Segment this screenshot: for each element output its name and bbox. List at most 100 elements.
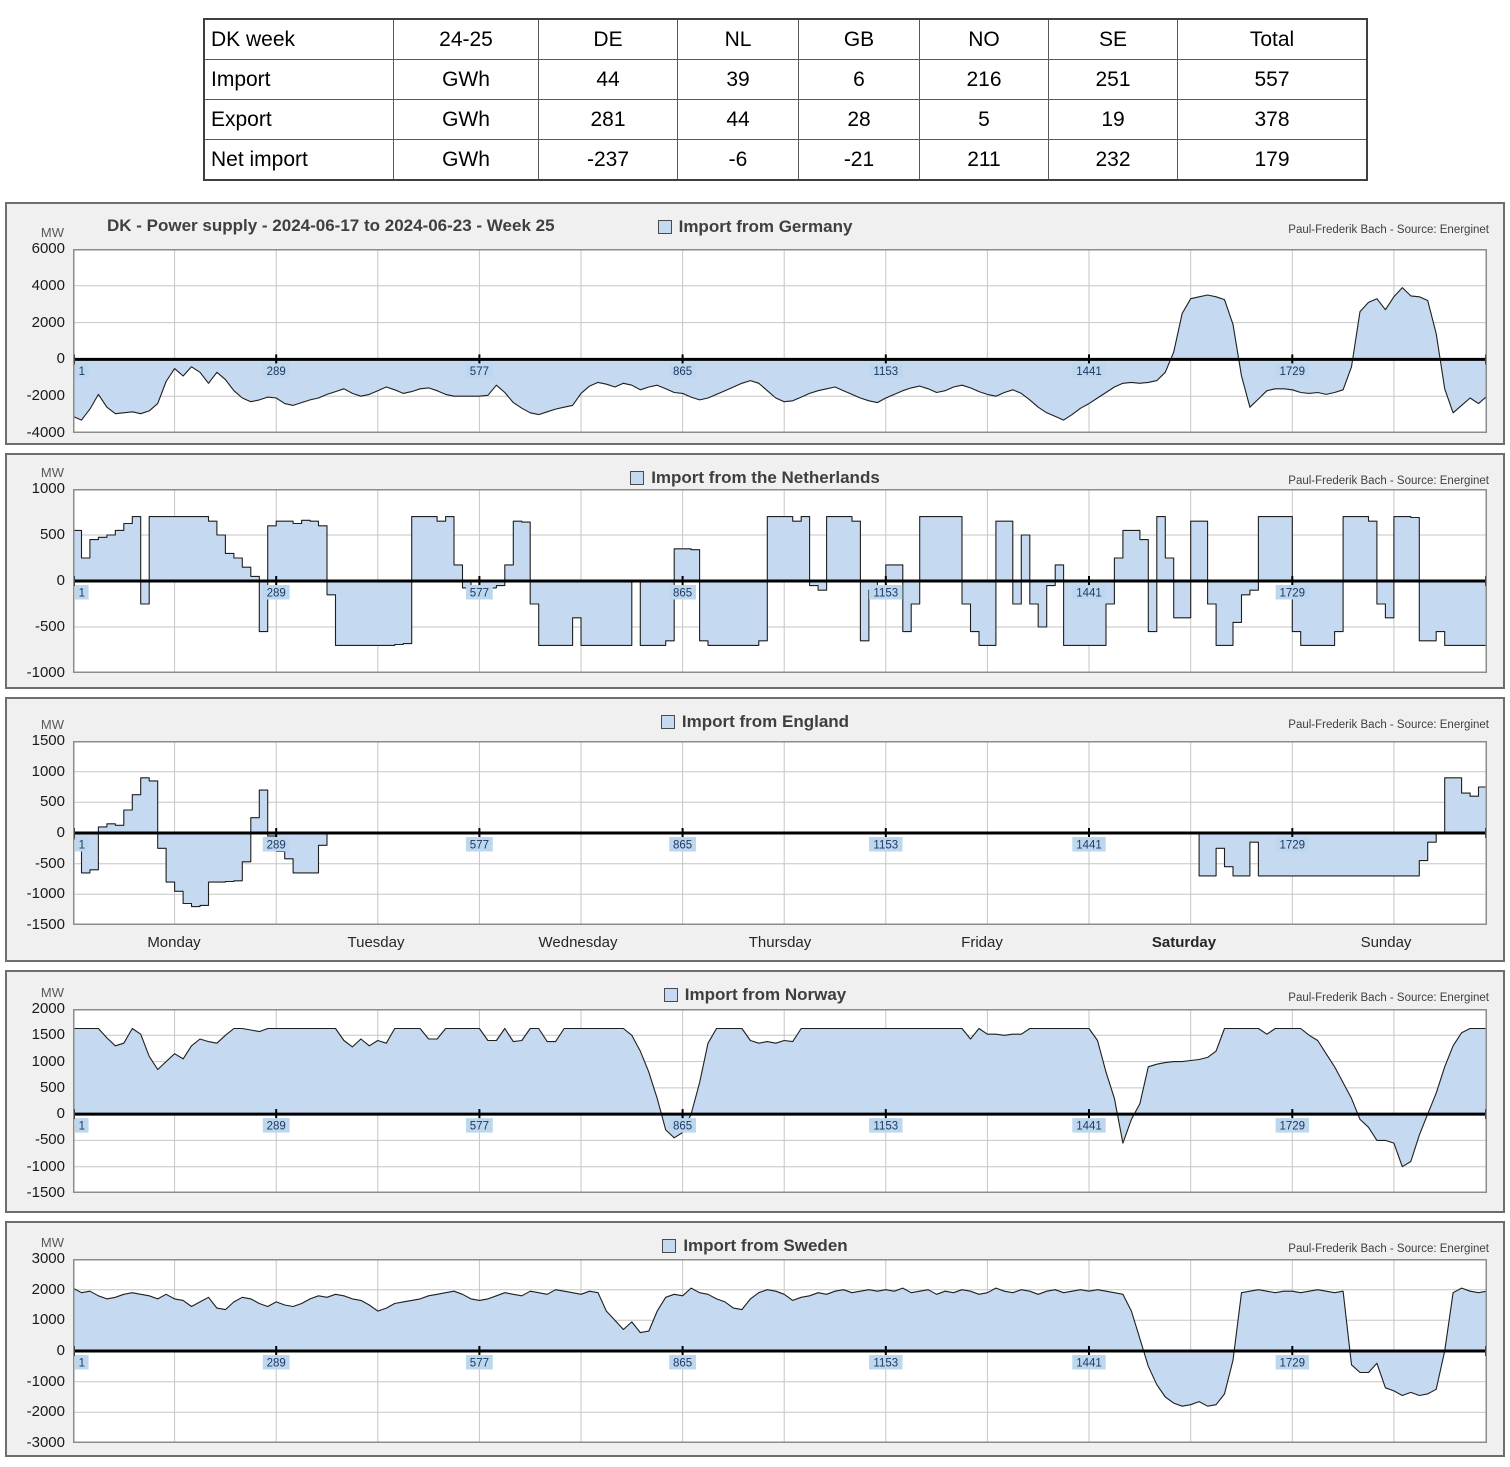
x-tick-label: 1 — [79, 1358, 85, 1370]
legend: Import from England — [7, 712, 1503, 732]
summary-table-cell: 44 — [538, 59, 678, 100]
summary-table-cell: 24-25 — [393, 18, 539, 60]
x-axis-day-labels: Monday Tuesday Wednesday Thursday Friday Satu… — [73, 934, 1487, 951]
y-tick-label: -500 — [34, 854, 65, 872]
y-tick-label: -2000 — [26, 387, 65, 405]
x-tick-label: 577 — [470, 1358, 489, 1370]
x-tick-label: 1 — [79, 840, 85, 852]
legend-label: Import from Norway — [684, 985, 847, 1004]
summary-table-cell: 5 — [919, 99, 1049, 140]
summary-table-cell: 44 — [677, 99, 799, 140]
x-tick-label: 865 — [673, 366, 692, 378]
y-tick-label: 500 — [39, 793, 65, 811]
y-tick-label: -1000 — [26, 1372, 65, 1390]
chart-panel-sweden: Import from Sweden Paul-Frederik Bach - … — [5, 1221, 1505, 1457]
y-axis-unit-label: MW — [40, 985, 64, 1000]
summary-table-cell: -21 — [798, 139, 920, 181]
summary-table-cell: Export — [203, 99, 394, 140]
day-label: Thursday — [748, 934, 812, 951]
legend-swatch-icon — [663, 988, 678, 1002]
x-tick-label: 1 — [79, 366, 85, 378]
summary-table-row: Import GWh 44 39 6 216 251 557 — [203, 59, 1368, 100]
legend-swatch-icon — [660, 715, 675, 729]
x-tick-label: 1153 — [873, 1121, 898, 1133]
x-tick-label: 1441 — [1076, 840, 1102, 852]
y-tick-label: 6000 — [31, 240, 65, 257]
summary-table-cell: SE — [1048, 18, 1178, 60]
chart-panel-england: Import from England Paul-Frederik Bach -… — [5, 697, 1505, 962]
summary-table-cell: GWh — [393, 139, 539, 181]
x-tick-label: 1153 — [873, 840, 898, 852]
y-tick-label: 0 — [56, 824, 65, 841]
y-tick-label: 0 — [56, 1105, 65, 1123]
x-tick-label: 865 — [673, 588, 692, 600]
x-tick-label: 1729 — [1280, 588, 1306, 600]
x-tick-label: 865 — [673, 1358, 692, 1370]
day-label: Monday — [147, 934, 201, 951]
x-tick-label: 1441 — [1076, 1121, 1102, 1133]
summary-table-cell: Total — [1177, 18, 1368, 60]
y-tick-label: -500 — [34, 618, 65, 635]
x-tick-label: 289 — [267, 366, 286, 378]
summary-table-cell: NL — [677, 18, 799, 60]
y-tick-label: 0 — [56, 572, 65, 589]
y-tick-label: 0 — [56, 1342, 65, 1359]
y-tick-label: 0 — [56, 350, 65, 368]
summary-table-cell: NO — [919, 18, 1049, 60]
plot-area-england: 1 289 577 865 1153 1441 1729 — [73, 741, 1487, 925]
legend-swatch-icon — [662, 1239, 677, 1253]
y-axis-unit-label: MW — [40, 225, 64, 240]
summary-table-cell: GWh — [393, 99, 539, 140]
y-tick-label: 1000 — [31, 1311, 65, 1329]
source-credit: Paul-Frederik Bach - Source: Energinet — [1288, 224, 1489, 236]
y-tick-label: 2000 — [31, 1000, 65, 1017]
x-tick-label: 865 — [673, 1121, 692, 1133]
summary-table-cell: 19 — [1048, 99, 1178, 140]
plot-area-germany: 1 289 577 865 1153 1441 1729 — [73, 249, 1487, 433]
summary-table-body: DK week 24-25 DE NL GB NO SE Total Import GWh 44 39… — [203, 18, 1368, 181]
source-credit: Paul-Frederik Bach - Source: Energinet — [1288, 1243, 1489, 1255]
summary-table-cell: 179 — [1177, 139, 1368, 181]
summary-table-cell: -6 — [677, 139, 799, 181]
y-tick-label: 500 — [39, 1078, 65, 1096]
chart-title: DK - Power supply - 2024-06-17 to 2024-0… — [107, 216, 555, 235]
legend: Import from the Netherlands — [7, 468, 1503, 488]
plot-area-norway: 1 289 577 865 1153 1441 1729 — [73, 1009, 1487, 1193]
x-tick-label: 1153 — [873, 588, 898, 600]
y-tick-label: 1000 — [31, 1052, 65, 1070]
summary-table-cell: Import — [203, 59, 394, 100]
summary-table-cell: DK week — [203, 18, 394, 60]
x-tick-label: 1729 — [1280, 840, 1306, 852]
x-tick-label: 1441 — [1076, 1358, 1102, 1370]
y-tick-label: -3000 — [26, 1434, 65, 1451]
summary-table-cell: 378 — [1177, 99, 1368, 140]
y-tick-label: -1500 — [26, 1184, 65, 1201]
y-tick-label: 1500 — [31, 1026, 65, 1044]
x-tick-label: 289 — [267, 588, 286, 600]
y-tick-label: 1000 — [31, 762, 65, 780]
y-tick-label: -500 — [34, 1131, 65, 1149]
y-tick-label: 2000 — [31, 1280, 65, 1298]
y-axis-unit-label: MW — [40, 717, 64, 732]
x-tick-label: 1153 — [873, 1358, 898, 1370]
x-tick-label: 577 — [470, 840, 489, 852]
y-tick-label: -1500 — [26, 916, 65, 933]
source-credit: Paul-Frederik Bach - Source: Energinet — [1288, 719, 1489, 731]
y-tick-label: -1000 — [26, 664, 65, 681]
x-tick-label: 1441 — [1076, 366, 1102, 378]
x-tick-label: 289 — [267, 1358, 286, 1370]
chart-panel-netherlands: Import from the Netherlands Paul-Frederi… — [5, 453, 1505, 689]
summary-table-cell: 39 — [677, 59, 799, 100]
summary-table-cell: GB — [798, 18, 920, 60]
y-tick-label: 3000 — [31, 1250, 65, 1267]
summary-table-row: DK week 24-25 DE NL GB NO SE Total — [203, 18, 1368, 60]
day-label: Saturday — [1151, 934, 1217, 951]
summary-table-cell: 6 — [798, 59, 920, 100]
y-tick-label: -1000 — [26, 885, 65, 903]
y-tick-label: 1000 — [31, 480, 65, 497]
y-axis-unit-label: MW — [40, 465, 64, 480]
legend-label: Import from Germany — [678, 217, 853, 236]
x-tick-label: 577 — [470, 366, 489, 378]
legend: Import from Sweden — [7, 1236, 1503, 1256]
summary-table-cell: 216 — [919, 59, 1049, 100]
